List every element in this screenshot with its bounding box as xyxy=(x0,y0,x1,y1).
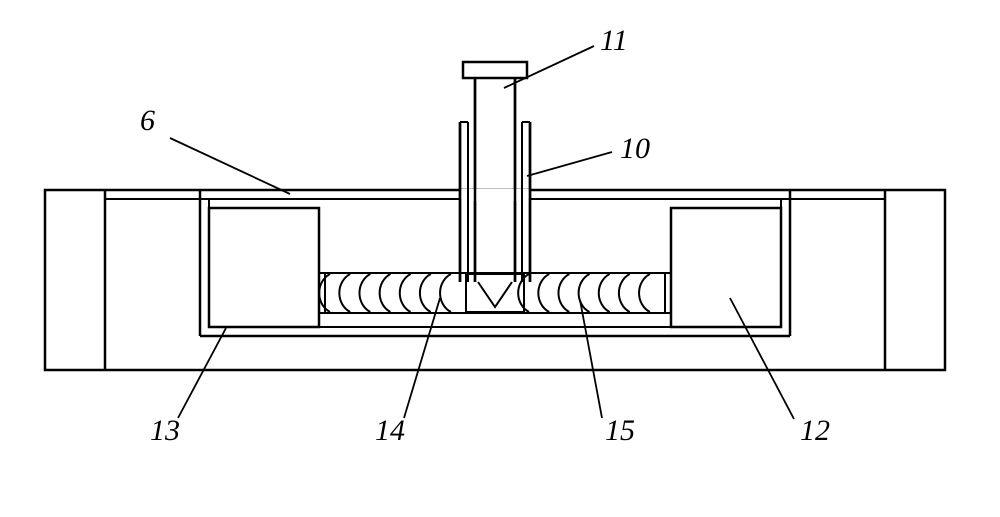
label-text-13: 13 xyxy=(150,414,180,447)
right-spring xyxy=(518,274,665,312)
mechanism-diagram: 6 11 10 13 14 12 15 xyxy=(0,0,1000,517)
label-text-14: 14 xyxy=(375,414,405,447)
annotations-layer: 6 11 10 13 14 12 15 xyxy=(140,24,830,447)
label-text-15: 15 xyxy=(605,414,635,447)
label-15: 15 xyxy=(580,300,635,447)
plunger-tip xyxy=(478,282,512,307)
label-text-12: 12 xyxy=(800,414,830,447)
label-11: 11 xyxy=(504,24,628,88)
outer-body xyxy=(45,190,945,370)
right-box xyxy=(671,208,781,327)
label-text-11: 11 xyxy=(600,24,628,57)
label-text-6: 6 xyxy=(140,104,155,137)
geometry-layer xyxy=(45,62,945,370)
label-10: 10 xyxy=(527,132,650,176)
label-13: 13 xyxy=(150,328,226,447)
plunger-assembly xyxy=(460,62,530,307)
plunger-cap xyxy=(463,62,527,78)
left-box xyxy=(209,208,319,327)
label-text-10: 10 xyxy=(620,132,650,165)
left-spring xyxy=(319,274,466,312)
label-6: 6 xyxy=(140,104,290,194)
label-14: 14 xyxy=(375,298,440,447)
